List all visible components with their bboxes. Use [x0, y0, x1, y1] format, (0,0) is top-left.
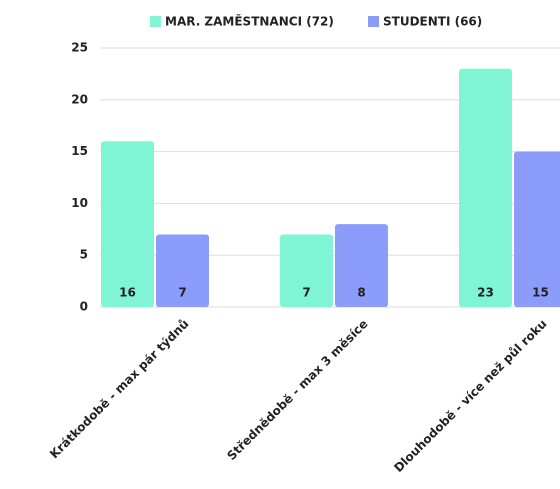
value-label: 23	[477, 286, 494, 300]
legend-label: STUDENTI (66)	[383, 15, 482, 29]
bar	[280, 234, 333, 307]
legend-swatch	[150, 16, 161, 27]
value-label: 16	[119, 286, 136, 300]
y-tick-label: 25	[71, 41, 88, 55]
x-tick-label: Krátkodobě - max pár týdnů	[47, 317, 192, 462]
y-tick-label: 10	[71, 196, 88, 210]
x-tick-label: Dlouhodobě - více než půl roku	[391, 317, 549, 475]
value-label: 7	[178, 286, 186, 300]
bar	[335, 224, 388, 307]
y-tick-label: 20	[71, 92, 88, 106]
legend-label: MAR. ZAMĚSTNANCI (72)	[165, 14, 334, 29]
y-tick-label: 0	[80, 300, 88, 314]
bar	[459, 68, 512, 307]
bar	[101, 141, 154, 307]
y-tick-label: 15	[71, 144, 88, 158]
bar	[514, 151, 560, 307]
value-label: 8	[357, 286, 365, 300]
y-tick-label: 5	[80, 248, 88, 262]
value-label: 7	[302, 286, 310, 300]
value-label: 15	[532, 286, 549, 300]
bar	[156, 234, 209, 307]
x-tick-label: Střednědobě - max 3 měsíce	[224, 317, 370, 463]
legend-swatch	[368, 16, 379, 27]
